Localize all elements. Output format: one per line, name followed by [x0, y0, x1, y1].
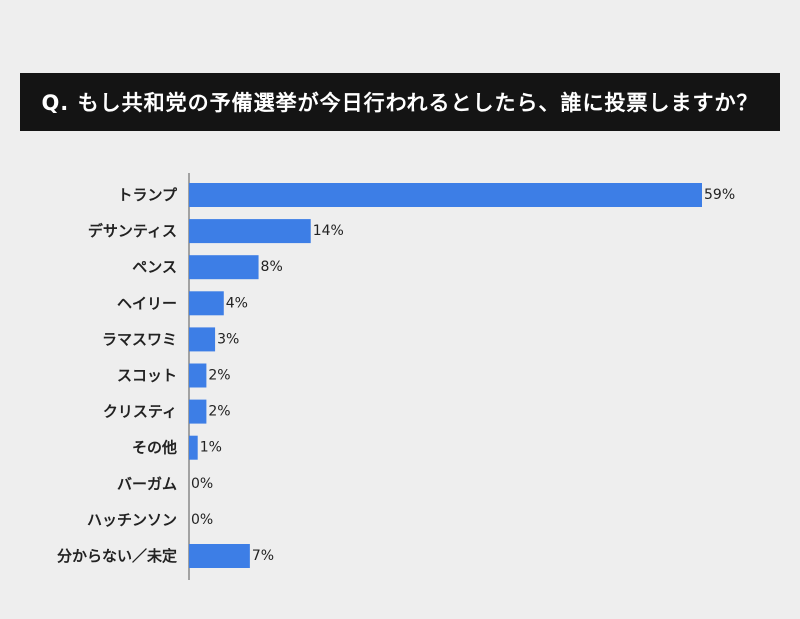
category-label-3: ヘイリー [117, 294, 177, 312]
value-label-2: 8% [261, 259, 283, 275]
category-label-4: ラマスワミ [102, 330, 177, 348]
category-label-9: ハッチンソン [87, 511, 177, 529]
bar-6 [189, 399, 207, 424]
category-label-5: スコット [117, 367, 177, 385]
category-label-6: クリスティ [103, 403, 177, 421]
bar-7 [189, 435, 198, 460]
value-label-5: 2% [208, 368, 230, 384]
category-label-8: バーガム [117, 475, 177, 493]
bars-group [189, 183, 702, 568]
bar-2 [189, 255, 259, 280]
value-label-0: 59% [704, 187, 735, 203]
bar-4 [189, 327, 216, 352]
category-label-2: ペンス [132, 258, 177, 276]
value-label-3: 4% [226, 295, 248, 311]
chart-title: Q. もし共和党の予備選挙が今日行われるとしたら、誰に投票しますか？ [20, 73, 780, 131]
value-label-9: 0% [191, 512, 213, 528]
value-label-4: 3% [217, 331, 239, 347]
value-labels-group: 59% 14% 8% 4% 3% 2% 2% 1% 0% 0% 7% [191, 187, 735, 564]
category-labels-group: トランプデサンティスペンスヘイリーラマスワミスコットクリスティその他バーガムハッ… [57, 186, 178, 565]
value-label-7: 1% [200, 440, 222, 456]
value-label-6: 2% [208, 404, 230, 420]
bar-3 [189, 291, 224, 316]
value-label-1: 14% [313, 223, 344, 239]
bar-10 [189, 544, 250, 568]
value-label-8: 0% [191, 476, 213, 492]
bar-5 [189, 363, 207, 388]
category-label-0: トランプ [117, 186, 178, 204]
bar-1 [189, 219, 311, 244]
value-label-10: 7% [252, 548, 274, 564]
category-label-10: 分からない／未定 [57, 547, 177, 565]
bar-0 [189, 183, 702, 207]
category-label-1: デサンティス [88, 222, 177, 240]
category-label-7: その他 [132, 439, 177, 457]
